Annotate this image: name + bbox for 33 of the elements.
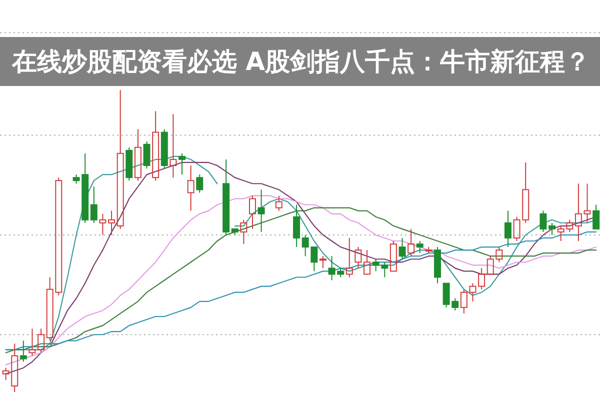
candlestick bbox=[398, 237, 406, 260]
candlestick bbox=[319, 256, 326, 269]
candlestick bbox=[178, 152, 186, 176]
candlestick bbox=[248, 195, 256, 230]
candlestick bbox=[434, 246, 441, 284]
candlestick bbox=[275, 195, 282, 212]
candlestick bbox=[99, 213, 106, 236]
candlestick bbox=[592, 204, 600, 230]
candlestick bbox=[504, 210, 512, 248]
candlestick bbox=[548, 222, 556, 236]
candlestick bbox=[258, 189, 265, 232]
candlestick bbox=[134, 128, 142, 182]
candlestick bbox=[240, 219, 248, 245]
candlestick bbox=[408, 228, 415, 257]
candlestick bbox=[28, 328, 36, 356]
candlestick bbox=[38, 328, 45, 354]
candlestick bbox=[152, 110, 160, 182]
candlestick bbox=[20, 340, 27, 362]
candlestick bbox=[187, 165, 194, 212]
candlestick bbox=[364, 250, 371, 275]
candlestick bbox=[90, 186, 98, 224]
candlestick bbox=[574, 183, 582, 242]
candlestick bbox=[354, 246, 362, 269]
candlestick bbox=[293, 204, 300, 248]
candlestick bbox=[222, 158, 230, 236]
candlestick bbox=[108, 210, 116, 236]
candlestick bbox=[584, 183, 591, 224]
candlestick bbox=[170, 114, 177, 178]
chart-title: 在线炒股配资看必选 A股剑指八千点：牛市新征程？ bbox=[10, 47, 590, 76]
candlestick bbox=[478, 268, 486, 290]
candlestick bbox=[346, 237, 353, 278]
candlestick bbox=[416, 240, 424, 254]
candlestick bbox=[116, 90, 124, 230]
